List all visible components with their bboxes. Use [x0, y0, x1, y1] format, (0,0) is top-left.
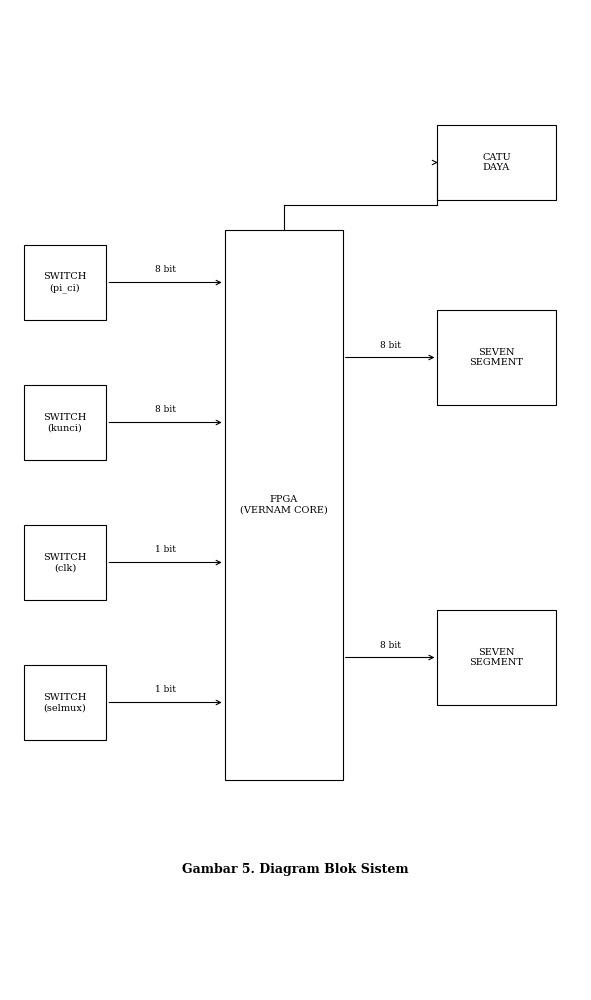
Text: SWITCH
(clk): SWITCH (clk) [43, 553, 87, 572]
Text: SEVEN
SEGMENT: SEVEN SEGMENT [469, 648, 524, 667]
Text: SWITCH
(kunci): SWITCH (kunci) [43, 413, 87, 432]
Text: 8 bit: 8 bit [379, 641, 401, 650]
Bar [24, 385, 106, 460]
Text: SWITCH
(selmux): SWITCH (selmux) [43, 693, 87, 712]
Bar [24, 525, 106, 600]
Text: Gambar 5. Diagram Blok Sistem: Gambar 5. Diagram Blok Sistem [182, 863, 409, 876]
Bar [437, 125, 556, 200]
Text: 8 bit: 8 bit [379, 340, 401, 350]
Bar [24, 245, 106, 320]
Bar [225, 230, 343, 780]
Text: 8 bit: 8 bit [155, 406, 176, 414]
Bar [437, 610, 556, 705]
Bar [437, 310, 556, 405]
Text: FPGA
(VERNAM CORE): FPGA (VERNAM CORE) [240, 495, 327, 515]
Text: SEVEN
SEGMENT: SEVEN SEGMENT [469, 348, 524, 367]
Text: 8 bit: 8 bit [155, 265, 176, 274]
Text: 1 bit: 1 bit [155, 546, 176, 554]
Text: 1 bit: 1 bit [155, 686, 176, 694]
Text: CATU
DAYA: CATU DAYA [482, 153, 511, 172]
Text: SWITCH
(pi_ci): SWITCH (pi_ci) [43, 272, 87, 293]
Bar [24, 665, 106, 740]
